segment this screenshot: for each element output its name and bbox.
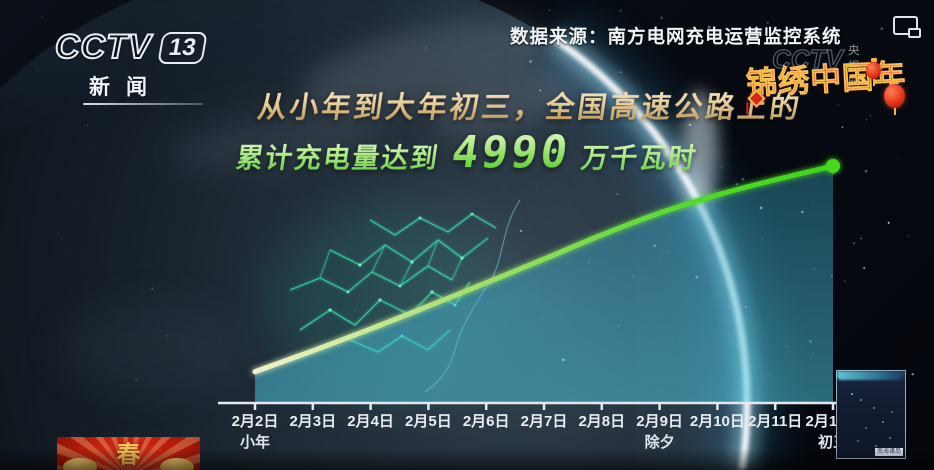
- x-tick-label: 2月5日: [405, 413, 452, 430]
- bottom-vignette: [0, 448, 934, 470]
- south-china-sea-inset-map: 南海诸岛: [836, 370, 906, 459]
- lantern-icon: [884, 84, 905, 108]
- chart-line: [252, 163, 836, 375]
- x-tick-label: 2月2日: [232, 413, 279, 430]
- screen-mirror-icon-inner: [908, 28, 921, 38]
- channel-logo: CCTV 13 新闻: [54, 27, 208, 105]
- cloud-patch: [55, 300, 245, 395]
- x-tick-label: 2月7日: [521, 413, 568, 430]
- inset-coastline: [837, 371, 905, 380]
- chart-area-fill: [255, 166, 833, 403]
- lantern-icon: [866, 62, 881, 79]
- x-tick-label: 2月3日: [289, 413, 336, 430]
- x-tick-label: 2月4日: [347, 413, 394, 430]
- watermark-brand: CCTV: [771, 43, 843, 74]
- cctv-logo-text: CCTV: [54, 27, 152, 67]
- chart-endpoint-dot: [826, 159, 840, 173]
- inset-islands: [851, 393, 853, 395]
- data-source-note: 数据来源：南方电网充电运营监控系统: [510, 26, 842, 47]
- logo-underline: [83, 103, 203, 105]
- headline-line1: 从小年到大年初三，全国高速公路上的: [255, 84, 805, 126]
- x-tick-label: 2月8日: [578, 413, 625, 430]
- headline-value: 4990: [448, 127, 574, 178]
- x-tick-label: 2月6日: [463, 413, 510, 430]
- x-tick-sublabel: 除夕: [645, 433, 675, 451]
- channel-subtitle: 新闻: [89, 76, 163, 99]
- screen-mirror-icon[interactable]: [893, 16, 921, 38]
- festival-banner: 锦绣中国年: [745, 57, 907, 102]
- x-tick-label: 2月10日: [690, 413, 745, 430]
- x-tick-sublabel: 小年: [240, 433, 270, 451]
- headline-line2: 累计充电量达到 4990 万千瓦时: [234, 127, 701, 178]
- limb-glare: [682, 90, 718, 210]
- headline-unit: 万千瓦时: [579, 136, 700, 175]
- watermark-site-name: 央视网: [848, 45, 862, 89]
- x-tick-label: 2月9日: [636, 413, 683, 430]
- x-axis-ticks: [253, 403, 835, 410]
- channel-number-badge: 13: [156, 31, 208, 64]
- headline-prefix: 累计充电量达到: [234, 136, 442, 175]
- x-tick-label: 2月11日: [748, 413, 802, 430]
